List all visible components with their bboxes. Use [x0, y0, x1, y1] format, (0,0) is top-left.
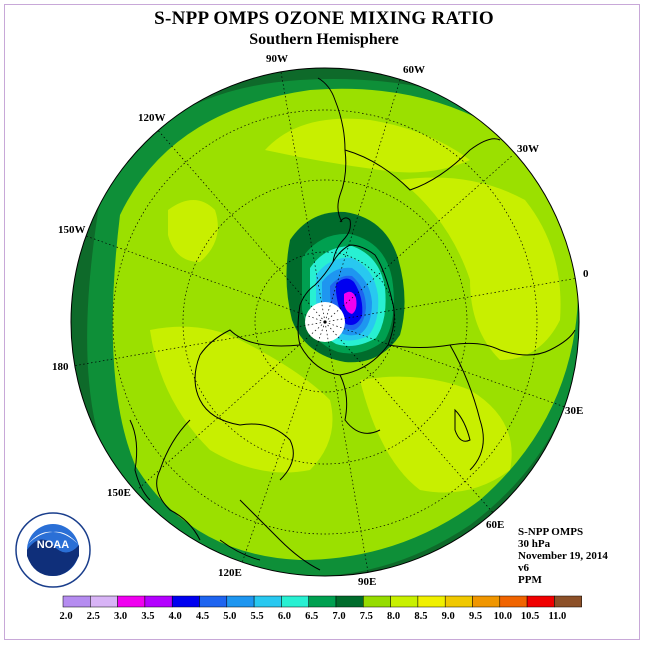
colorbar-tick-label: 4.5 [196, 611, 209, 622]
info-instrument: S-NPP OMPS [518, 526, 583, 538]
colorbar-swatch [554, 595, 582, 608]
colorbar-tick-label: 6.0 [278, 611, 291, 622]
image-frame [4, 4, 640, 640]
lon-label-180: 180 [52, 361, 69, 373]
latitude-grid [112, 109, 538, 535]
colorbar-tick-label: 9.5 [469, 611, 482, 622]
colorbar-swatch [62, 595, 91, 608]
lon-label-150e: 150E [107, 487, 131, 499]
colorbar-swatch [526, 595, 555, 608]
coastlines [129, 77, 576, 571]
light-blob-south [150, 326, 333, 473]
colorbar-swatch [226, 595, 255, 608]
colorbar-swatch [144, 595, 173, 608]
colorbar-tick-label: 3.0 [114, 611, 127, 622]
longitude-grid [72, 71, 579, 573]
colorbar-swatch [363, 595, 391, 608]
lon-label-60w: 60W [403, 64, 425, 76]
light-blob-east [400, 177, 561, 360]
colorbar-tick-label: 5.0 [223, 611, 236, 622]
colorbar-tick-label: 2.5 [87, 611, 100, 622]
colorbar-swatch [335, 595, 364, 608]
colorbar-tick-label: 6.5 [305, 611, 318, 622]
lon-label-120w: 120W [138, 112, 166, 124]
colorbar-swatch [199, 595, 228, 608]
noaa-logo-bird [27, 539, 79, 576]
colorbar-tick-label: 9.0 [442, 611, 455, 622]
map-title: S-NPP OMPS OZONE MIXING RATIO [154, 8, 494, 29]
noaa-logo-wing [28, 531, 78, 544]
colorbar-swatch [390, 595, 419, 608]
lon-label-0: 0 [583, 268, 589, 280]
colorbar-swatch [499, 595, 528, 608]
colorbar-swatch [253, 595, 282, 608]
colorbar-swatch [281, 595, 309, 608]
colorbar: 2.0 2.5 3.0 3.5 4.0 4.5 5.0 5.5 6.0 6.5 7.0 7.5 8.0 8… [59, 595, 582, 622]
light-blob-west [168, 200, 218, 262]
colorbar-swatch [117, 595, 146, 608]
colorbar-tick-label: 3.5 [141, 611, 154, 622]
colorbar-tick-label: 10.0 [494, 611, 512, 622]
info-level: 30 hPa [518, 538, 551, 550]
lon-label-30e: 30E [565, 405, 583, 417]
lon-label-120e: 120E [218, 567, 242, 579]
lon-label-90w: 90W [266, 53, 288, 65]
colorbar-tick-label: 5.5 [251, 611, 264, 622]
colorbar-tick-label: 11.0 [549, 611, 567, 622]
info-date: November 19, 2014 [518, 550, 608, 562]
ozone-field [71, 68, 579, 576]
colorbar-tick-label: 8.0 [387, 611, 400, 622]
colorbar-swatch [417, 595, 446, 608]
colorbar-tick-label: 7.5 [360, 611, 373, 622]
colorbar-tick-label: 2.0 [59, 611, 72, 622]
info-units: PPM [518, 574, 542, 586]
colorbar-tick-label: 8.5 [414, 611, 427, 622]
colorbar-swatch [444, 595, 473, 608]
colorbar-swatch [308, 595, 337, 608]
colorbar-tick-label: 4.0 [169, 611, 182, 622]
lon-label-90e: 90E [358, 576, 376, 588]
colorbar-swatch [90, 595, 118, 608]
lon-label-150w: 150W [58, 224, 86, 236]
globe-border [70, 67, 580, 577]
info-version: v6 [518, 562, 530, 574]
lon-label-60e: 60E [486, 519, 504, 531]
light-blob-north [265, 118, 470, 173]
noaa-logo-text: NOAA [37, 539, 69, 551]
colorbar-swatch [171, 595, 200, 608]
map-subtitle: Southern Hemisphere [249, 31, 399, 48]
lon-label-30w: 30W [517, 143, 539, 155]
noaa-logo: NOAA [15, 512, 91, 588]
colorbar-tick-label: 10.5 [521, 611, 539, 622]
vortex-magenta [344, 291, 357, 314]
colorbar-swatch [472, 595, 501, 608]
light-blob-southeast [360, 376, 512, 493]
colorbar-tick-label: 7.0 [332, 611, 345, 622]
